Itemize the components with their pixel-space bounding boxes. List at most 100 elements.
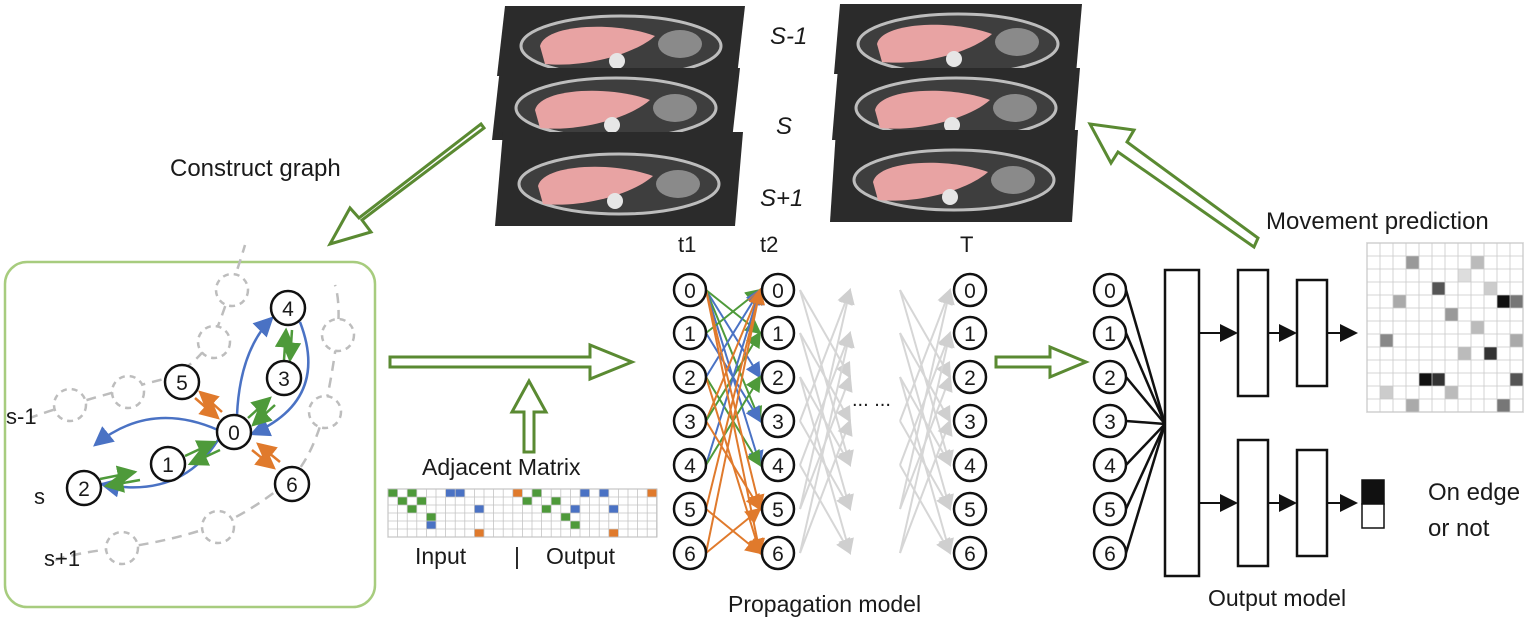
propagation-node-t2-1 xyxy=(760,315,796,351)
movement-cell xyxy=(1432,282,1445,295)
adjacency-cell xyxy=(570,505,580,513)
graph-node-labels: 0 1 2 3 4 5 6 xyxy=(78,298,298,501)
ct-slice-right-prev xyxy=(834,4,1082,76)
propagation-node-label: 1 xyxy=(964,323,976,346)
propagation-node-label: 0 xyxy=(772,280,784,303)
movement-cell xyxy=(1406,256,1419,269)
propagation-node-label: 1 xyxy=(772,323,784,346)
faded-edge xyxy=(799,419,853,554)
movement-cell xyxy=(1510,295,1523,308)
ct-slice-left-next xyxy=(495,132,743,226)
faded-edge xyxy=(899,289,951,379)
slice-label-curr: S xyxy=(776,113,792,140)
propagation-node-T-0 xyxy=(952,272,988,308)
movement-cell xyxy=(1380,334,1393,347)
propagation-node-label: 1 xyxy=(684,323,696,346)
ct-slice-left-prev xyxy=(497,6,745,78)
output-input-nodes: 0 1 2 3 4 5 6 xyxy=(1092,272,1167,571)
propagation-edge xyxy=(705,420,762,511)
propagation-node-label: 5 xyxy=(684,499,696,522)
timestep-label-t1: t1 xyxy=(678,232,696,257)
ghost-node xyxy=(110,374,146,410)
propagation-node-label: 4 xyxy=(964,455,976,478)
graph-node-label: 3 xyxy=(278,368,290,391)
ct-slice-right-curr xyxy=(832,68,1080,140)
adjacency-title: Adjacent Matrix xyxy=(422,454,581,480)
output-input-node-5 xyxy=(1092,491,1128,527)
output-input-node-label: 4 xyxy=(1104,455,1116,478)
propagation-node-t1-2 xyxy=(672,359,708,395)
movement-cell xyxy=(1393,295,1406,308)
graph-node-label: 0 xyxy=(228,422,240,445)
output-model-title: Output model xyxy=(1208,585,1346,611)
graph-node-3 xyxy=(265,359,303,397)
propagation-nodes: 0 1 2 3 4 5 6 0 1 2 3 4 5 6 0 1 2 3 4 5 6 xyxy=(672,272,988,571)
output-input-node-label: 0 xyxy=(1104,280,1116,303)
output-layer-2-top xyxy=(1236,268,1270,398)
output-input-edge xyxy=(1125,376,1166,425)
movement-cell xyxy=(1458,269,1471,282)
output-input-node-label: 2 xyxy=(1104,367,1116,390)
propagation-to-output-arrow xyxy=(994,344,1090,380)
propagation-node-label: 5 xyxy=(964,499,976,522)
movement-cell xyxy=(1406,399,1419,412)
on-edge-label-line2: or not xyxy=(1428,515,1490,542)
movement-cell xyxy=(1432,373,1445,386)
output-input-node-3 xyxy=(1092,403,1128,439)
adjacency-cell xyxy=(512,489,523,497)
output-input-node-label: 5 xyxy=(1104,499,1116,522)
propagation-title: Propagation model xyxy=(728,591,921,617)
faded-edge xyxy=(799,331,855,554)
graph-node-4 xyxy=(269,289,307,327)
movement-prediction-grid xyxy=(1366,242,1524,413)
faded-edge xyxy=(799,288,853,422)
output-network xyxy=(1163,268,1329,578)
propagation-node-label: 3 xyxy=(964,411,976,434)
ct-stack-left xyxy=(492,6,745,226)
adjacency-cell xyxy=(388,489,398,497)
faded-edge xyxy=(899,419,953,554)
adjacency-cell xyxy=(426,513,436,521)
ghost-node xyxy=(200,509,236,545)
row-label-next: s+1 xyxy=(44,546,80,571)
graph-node-label: 6 xyxy=(286,474,298,497)
slice-label-prev: S-1 xyxy=(770,23,807,50)
adjacency-cell xyxy=(426,521,436,529)
movement-cell xyxy=(1484,347,1497,360)
adjacency-cell xyxy=(608,505,619,513)
graph-nodes xyxy=(65,289,311,507)
ghost-node xyxy=(307,394,343,430)
graph-node-2 xyxy=(65,469,103,507)
graph-node-0 xyxy=(215,413,253,451)
output-input-edge xyxy=(1125,419,1166,426)
on-edge-label-line1: On edge xyxy=(1428,479,1520,506)
propagation-node-t2-6 xyxy=(760,535,796,571)
movement-cell xyxy=(1484,282,1497,295)
propagation-node-T-4 xyxy=(952,447,988,483)
propagation-node-t1-1 xyxy=(672,315,708,351)
propagation-node-t1-5 xyxy=(672,491,708,527)
timestep-label-T: T xyxy=(960,232,973,257)
output-input-node-label: 6 xyxy=(1104,543,1116,566)
construct-graph-label: Construct graph xyxy=(170,155,341,182)
output-input-edge xyxy=(1124,289,1167,425)
adjacency-cell xyxy=(551,497,561,505)
graph-node-1 xyxy=(149,445,187,483)
output-layer-2-bottom xyxy=(1236,438,1270,568)
propagation-node-t1-3 xyxy=(672,403,708,439)
faded-edge xyxy=(799,289,851,379)
propagation-node-t2-0 xyxy=(760,272,796,308)
propagation-node-t2-4 xyxy=(760,447,796,483)
adjacency-cell xyxy=(570,521,580,529)
graph-node-label: 1 xyxy=(162,454,174,477)
ct-slice-right-next xyxy=(830,130,1078,222)
propagation-node-label: 3 xyxy=(684,411,696,434)
propagation-node-T-5 xyxy=(952,491,988,527)
propagation-node-label: 5 xyxy=(772,499,784,522)
graph-node-label: 2 xyxy=(78,478,90,501)
output-connections xyxy=(1199,324,1358,512)
propagation-node-label: 0 xyxy=(964,280,976,303)
movement-cell xyxy=(1510,373,1523,386)
output-input-node-2 xyxy=(1092,359,1128,395)
output-input-edge xyxy=(1124,423,1167,510)
